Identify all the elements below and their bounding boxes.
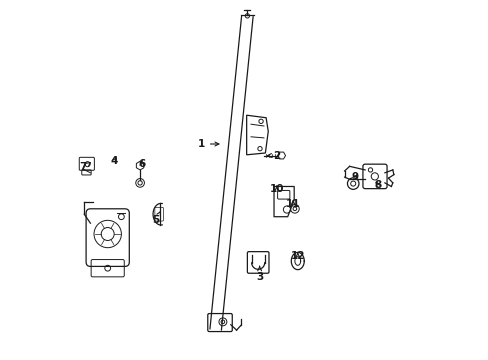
Text: 7: 7 (80, 162, 90, 172)
Text: 10: 10 (269, 184, 284, 194)
Text: 3: 3 (256, 266, 263, 282)
Text: 5: 5 (152, 211, 160, 225)
Text: 12: 12 (290, 251, 305, 261)
Text: 2: 2 (267, 150, 280, 161)
FancyBboxPatch shape (155, 207, 163, 221)
Text: 9: 9 (351, 172, 358, 182)
Text: 4: 4 (110, 156, 118, 166)
Text: 11: 11 (285, 199, 300, 210)
Text: 6: 6 (138, 159, 145, 169)
Text: 8: 8 (373, 180, 381, 190)
Text: 1: 1 (197, 139, 219, 149)
